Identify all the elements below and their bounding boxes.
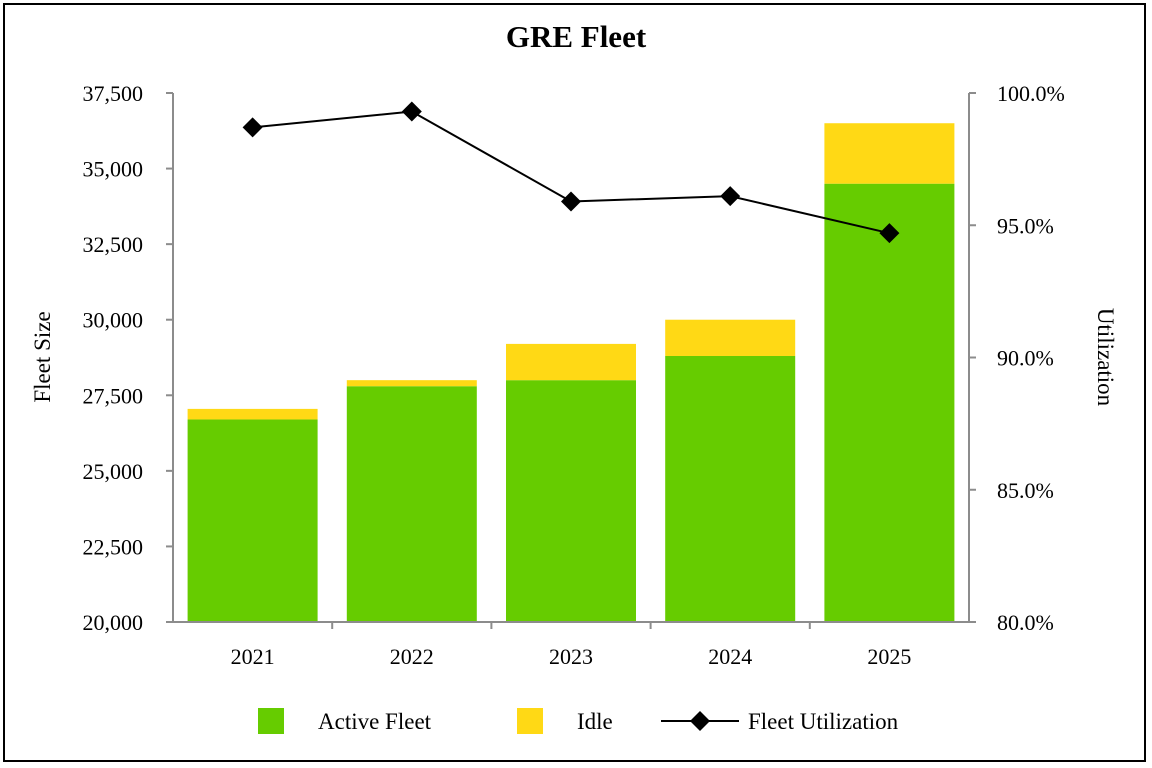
utilization-line-layer [242,101,900,244]
legend-label-active-fleet: Active Fleet [318,709,432,734]
y2-tick-label: 90.0% [997,346,1054,371]
bar-active-fleet-2022 [346,386,477,622]
y-tick-label: 35,000 [83,157,144,182]
y-tick-label: 20,000 [83,610,144,635]
bars-layer [187,123,955,622]
utilization-point-2021 [242,117,263,138]
legend-label-fleet-utilization: Fleet Utilization [748,709,899,734]
bar-idle-2023 [506,343,636,381]
x-tick-label: 2021 [231,644,275,669]
bar-active-fleet-2025 [824,183,955,622]
y-tick-label: 27,500 [83,383,144,408]
y-tick-label: 25,000 [83,459,144,484]
y-tick-label: 32,500 [83,232,144,257]
y-tick-label: 22,500 [83,534,144,559]
utilization-point-2025 [879,223,900,244]
bar-active-fleet-2023 [506,380,636,622]
chart-title: GRE Fleet [506,19,647,54]
utilization-point-2023 [561,191,581,212]
legend-swatch-idle [517,708,543,734]
bar-idle-2021 [187,408,318,420]
y-tick-label: 37,500 [83,81,144,106]
x-tick-label: 2023 [549,644,593,669]
bar-active-fleet-2021 [187,419,318,622]
legend-marker-utilization [690,711,710,731]
legend-swatch-active-fleet [258,708,284,734]
utilization-point-2024 [720,186,741,207]
y2-axis-title: Utilization [1093,308,1118,407]
legend: Active Fleet Idle Fleet Utilization [258,708,899,734]
y2-tick-label: 80.0% [997,610,1054,635]
bar-idle-2024 [665,319,796,356]
y2-tick-label: 100.0% [997,81,1065,106]
x-tick-label: 2024 [708,644,752,669]
utilization-point-2022 [401,101,422,122]
x-tick-label: 2022 [390,644,434,669]
y2-tick-label: 85.0% [997,478,1054,503]
axes-layer: 20,000 22,500 25,000 27,500 30,000 32,500 35,0… [83,81,1065,669]
x-tick-label: 2025 [867,644,911,669]
y2-tick-label: 95.0% [997,213,1054,238]
utilization-line [252,110,890,235]
y-axis-title: Fleet Size [30,311,55,402]
bar-idle-2025 [824,123,955,184]
bar-idle-2022 [346,380,477,387]
y-tick-label: 30,000 [83,308,144,333]
legend-label-idle: Idle [577,709,613,734]
bar-active-fleet-2024 [665,355,796,622]
